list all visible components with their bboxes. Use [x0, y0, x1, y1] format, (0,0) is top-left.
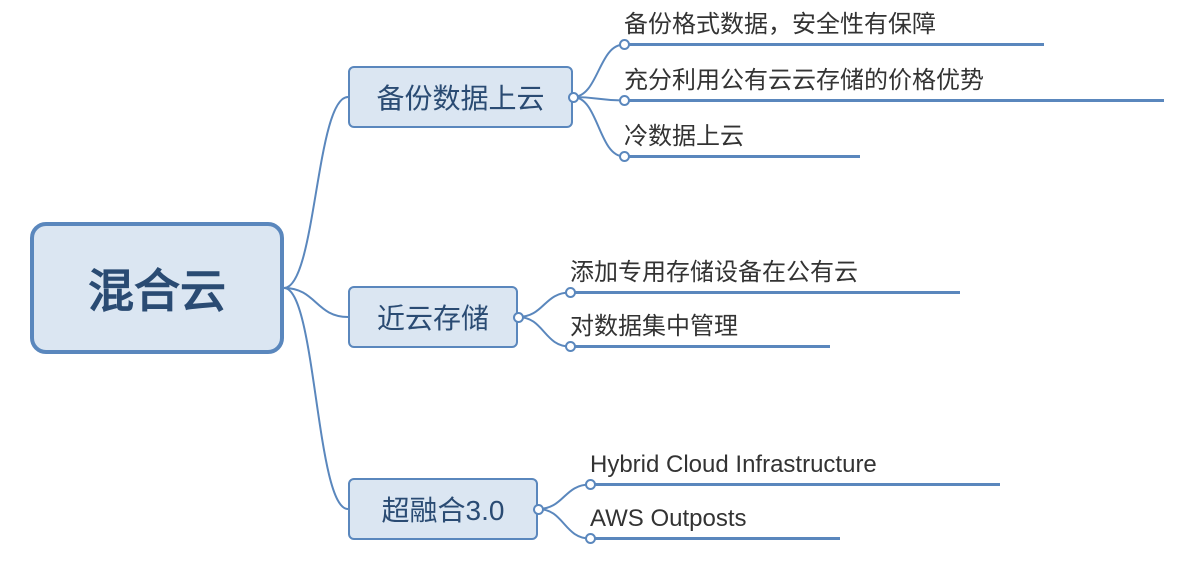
root-node: 混合云 — [30, 222, 284, 354]
joint-leaf-0-0 — [619, 39, 630, 50]
branch-label-1: 近云存储 — [377, 297, 489, 337]
mindmap-stage: 混合云 备份数据上云 备份格式数据，安全性有保障充分利用公有云云存储的价格优势冷数据… — [0, 0, 1186, 578]
branch-node-2: 超融合3.0 — [348, 478, 538, 540]
leaf-node-0-0: 备份格式数据，安全性有保障 — [624, 0, 1044, 46]
leaf-label-0-1: 充分利用公有云云存储的价格优势 — [624, 60, 984, 95]
branch-label-0: 备份数据上云 — [376, 77, 544, 117]
leaf-label-1-1: 对数据集中管理 — [570, 306, 738, 341]
branch-node-1: 近云存储 — [348, 286, 518, 348]
leaf-node-1-1: 对数据集中管理 — [570, 302, 830, 348]
leaf-node-2-1: AWS Outposts — [590, 494, 840, 540]
joint-leaf-2-1 — [585, 533, 596, 544]
joint-branch-0 — [568, 92, 579, 103]
joint-branch-2 — [533, 504, 544, 515]
joint-leaf-1-1 — [565, 341, 576, 352]
leaf-label-2-0: Hybrid Cloud Infrastructure — [590, 451, 877, 479]
leaf-label-2-1: AWS Outposts — [590, 505, 747, 533]
branch-node-0: 备份数据上云 — [348, 66, 573, 128]
leaf-node-0-2: 冷数据上云 — [624, 112, 860, 158]
leaf-node-0-1: 充分利用公有云云存储的价格优势 — [624, 56, 1164, 102]
joint-leaf-0-1 — [619, 95, 630, 106]
branch-label-2: 超融合3.0 — [382, 489, 505, 529]
joint-leaf-1-0 — [565, 287, 576, 298]
leaf-node-2-0: Hybrid Cloud Infrastructure — [590, 440, 1000, 486]
leaf-label-0-2: 冷数据上云 — [624, 116, 744, 151]
leaf-label-0-0: 备份格式数据，安全性有保障 — [624, 4, 936, 39]
joint-branch-1 — [513, 312, 524, 323]
joint-leaf-0-2 — [619, 151, 630, 162]
leaf-node-1-0: 添加专用存储设备在公有云 — [570, 248, 960, 294]
joint-leaf-2-0 — [585, 479, 596, 490]
root-label: 混合云 — [88, 255, 226, 321]
leaf-label-1-0: 添加专用存储设备在公有云 — [570, 252, 858, 287]
